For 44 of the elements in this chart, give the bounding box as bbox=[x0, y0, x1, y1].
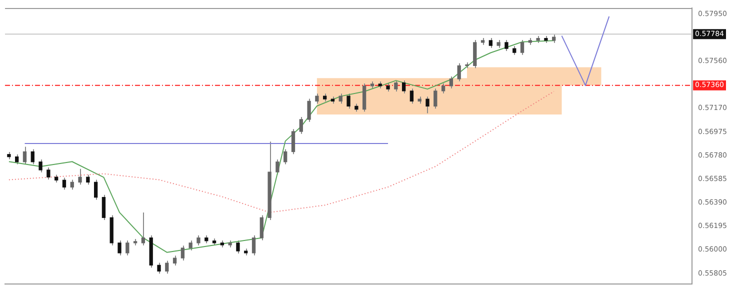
candlestick bbox=[86, 174, 90, 186]
line-series bbox=[8, 90, 554, 213]
candlestick bbox=[62, 177, 66, 190]
candlestick bbox=[70, 179, 74, 190]
candlestick bbox=[299, 116, 303, 134]
candlestick bbox=[157, 262, 161, 274]
candlestick bbox=[260, 214, 264, 241]
candlestick bbox=[291, 128, 296, 155]
candlestick bbox=[307, 98, 311, 122]
candlestick bbox=[180, 245, 185, 261]
candlestick bbox=[165, 260, 169, 274]
candlestick bbox=[394, 80, 398, 92]
candlestick bbox=[402, 80, 406, 94]
candlestick bbox=[141, 212, 146, 246]
candlestick bbox=[346, 93, 350, 110]
candlestick bbox=[118, 240, 122, 256]
candlestick bbox=[30, 148, 34, 165]
candlestick bbox=[488, 38, 493, 48]
candlestick bbox=[473, 40, 477, 69]
candlestick bbox=[94, 179, 98, 200]
candlestick bbox=[102, 194, 106, 221]
candlestick bbox=[449, 76, 454, 89]
candlestick bbox=[38, 158, 42, 173]
candlestick bbox=[172, 255, 177, 266]
candlestick bbox=[434, 88, 438, 110]
candlestick bbox=[46, 167, 50, 180]
candlestick bbox=[284, 148, 288, 165]
candlestick bbox=[236, 240, 240, 254]
candlestick bbox=[441, 82, 446, 94]
candlestick bbox=[22, 146, 27, 165]
candlestick bbox=[15, 154, 19, 165]
candlestick bbox=[457, 62, 461, 82]
candlestick bbox=[276, 158, 280, 175]
candlestick bbox=[504, 40, 508, 52]
candlestick bbox=[338, 93, 342, 104]
candlestick bbox=[520, 40, 524, 56]
candlestick bbox=[188, 240, 192, 251]
candlestick bbox=[196, 234, 200, 246]
candlestick bbox=[410, 88, 414, 104]
candlestick bbox=[252, 234, 256, 256]
candlestick bbox=[426, 96, 430, 114]
candlestick bbox=[78, 168, 82, 186]
candlestick bbox=[126, 240, 130, 256]
candlestick bbox=[315, 93, 319, 104]
